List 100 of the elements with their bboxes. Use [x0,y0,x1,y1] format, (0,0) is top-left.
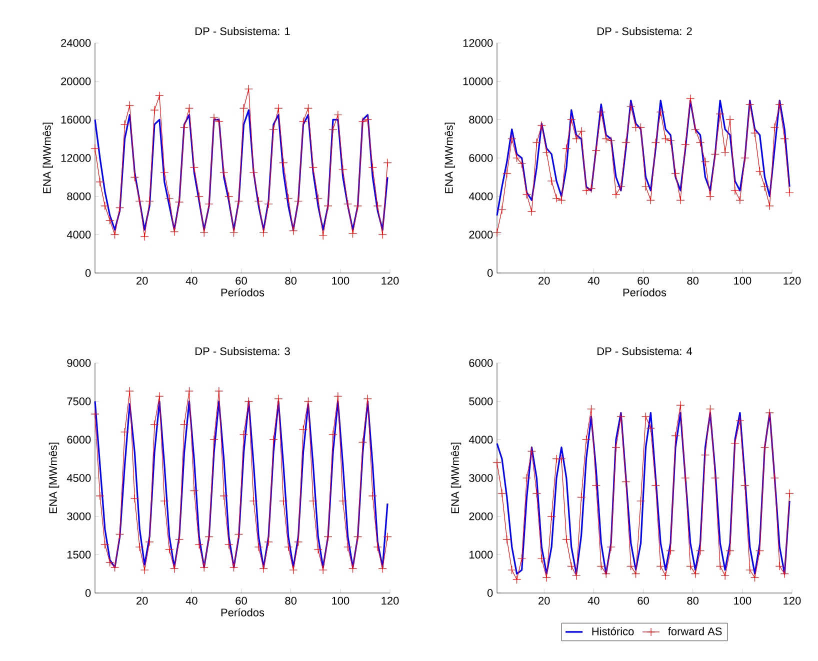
point [527,207,536,216]
point [249,168,258,177]
point [190,486,198,496]
point [373,202,382,210]
point [765,202,774,210]
point [770,474,779,482]
x-tick-label: 60 [236,596,247,605]
point [770,123,779,132]
point [492,458,502,467]
x-tick-label: 40 [186,596,198,605]
point [304,397,312,406]
point [592,481,600,490]
point [622,478,630,486]
point [760,182,770,192]
x-tick-label: 20 [136,596,148,605]
x-axis-title: Períodos [221,608,264,616]
point [279,496,288,506]
chart-title: DP - Subsistema: 2 [598,27,692,36]
point [308,163,318,172]
point [602,570,610,578]
y-tick-label: 4000 [468,192,493,200]
point [542,573,551,582]
point [532,138,541,147]
point [562,535,571,544]
point [498,489,506,498]
y-tick-label: 6000 [469,154,493,162]
point [646,196,656,204]
point [298,117,308,126]
point [289,566,298,574]
x-tick-label: 60 [638,276,649,285]
point [294,196,303,206]
point [224,192,234,201]
point [720,148,730,157]
point [165,194,174,203]
point [214,386,224,396]
point [547,512,556,521]
point [785,489,794,498]
point [368,163,377,172]
point [576,126,586,136]
point [180,420,189,429]
point [636,123,646,132]
point [537,121,546,130]
point [284,194,293,203]
point [220,168,228,177]
point [567,115,576,124]
point [716,562,724,570]
point [616,182,626,192]
y-tick-label: 8000 [469,116,493,124]
x-tick-label: 40 [186,276,198,285]
point [378,564,387,574]
point [651,138,660,147]
point [259,564,268,574]
point [720,571,730,580]
x-tick-label: 20 [538,596,550,605]
point [190,163,198,172]
point [115,204,124,212]
y-tick-label: 0 [487,589,493,597]
point [656,108,665,116]
point [170,564,179,574]
point [165,545,174,554]
point [547,176,556,186]
point [502,535,512,544]
point [696,546,705,556]
x-tick-label: 100 [332,596,350,605]
point [691,570,700,578]
x-tick-label: 20 [538,276,550,285]
point [96,492,104,500]
x-tick-label: 100 [734,596,752,605]
point [622,138,630,147]
point [746,100,754,109]
point [586,184,596,193]
point [274,104,283,112]
point [318,566,328,574]
point [135,542,144,552]
x-tick-label: 80 [285,596,297,605]
line-series [496,100,790,216]
y-tick-label: 4000 [66,230,91,239]
point [785,188,794,197]
x-tick-label: 60 [638,596,649,605]
point [676,196,685,204]
y-tick-label: 9000 [67,359,91,367]
point [383,158,392,168]
point [532,489,541,498]
point [160,496,169,506]
legend-label: Histórico [592,627,634,636]
point [373,542,382,552]
point [334,392,342,401]
point [508,566,516,574]
point [512,575,522,584]
x-tick-label: 120 [382,276,399,285]
x-tick-label: 120 [784,596,801,605]
point [115,530,124,539]
y-tick-label: 8000 [67,192,91,200]
x-tick-label: 80 [285,276,297,285]
point [636,496,646,506]
point [518,554,526,563]
y-tick-label: 3000 [469,474,493,482]
point [254,196,263,206]
point [383,532,392,542]
point [244,397,253,406]
